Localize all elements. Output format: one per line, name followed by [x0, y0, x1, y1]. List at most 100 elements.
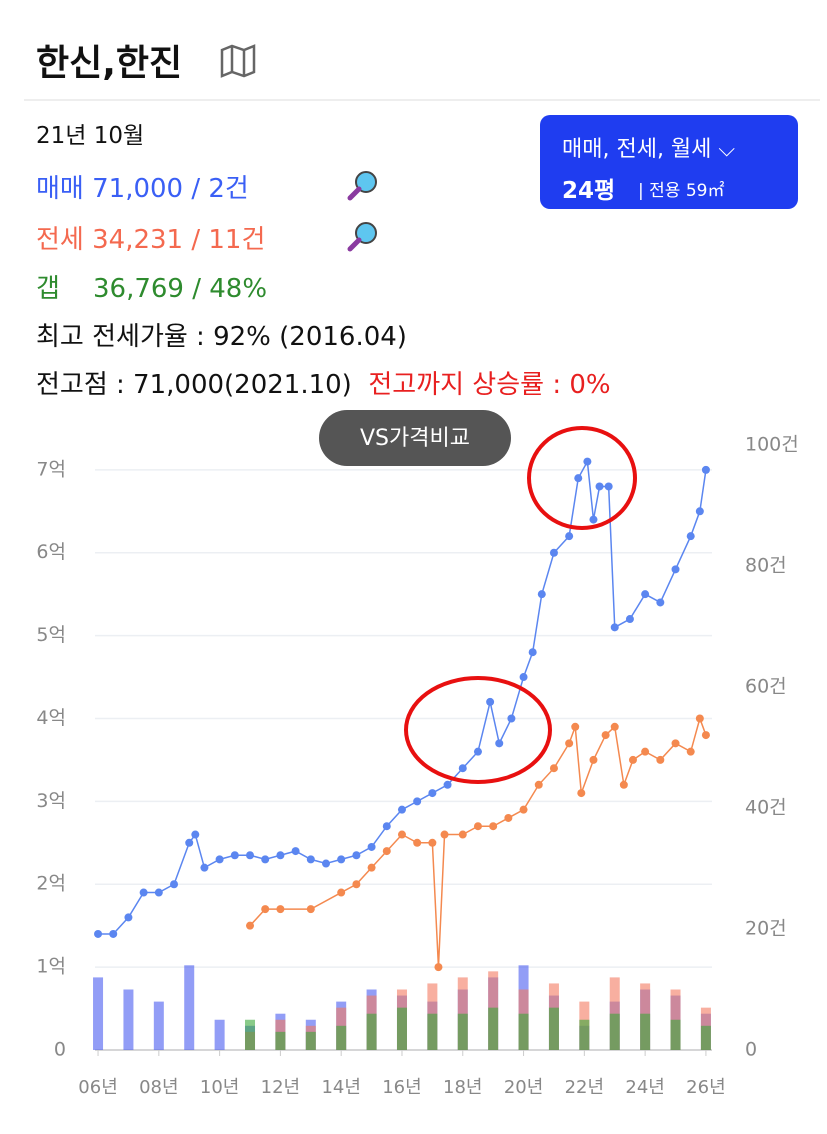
- price-point: [625, 615, 634, 624]
- price-point: [495, 739, 504, 748]
- search-icon[interactable]: [345, 219, 381, 255]
- price-point: [571, 722, 580, 731]
- period: 21년 10월: [36, 123, 145, 149]
- price-point: [695, 714, 704, 723]
- compare-label[interactable]: VS가격비교: [360, 426, 470, 451]
- sale-row: 매매 71,000 / 2건: [36, 168, 249, 205]
- sale-value: 71,000 / 2건: [92, 174, 249, 204]
- price-point: [641, 747, 650, 756]
- price-point: [473, 747, 482, 756]
- search-icon[interactable]: [345, 168, 381, 204]
- volume-bar: [518, 1013, 529, 1050]
- price-point: [428, 789, 437, 798]
- sale-label: 매매: [36, 174, 84, 204]
- y-tick-label: 2억: [36, 873, 66, 895]
- divider: [24, 99, 820, 101]
- volume-bar: [123, 989, 134, 1050]
- price-point: [185, 838, 194, 847]
- price-point: [549, 548, 558, 557]
- price-point: [367, 842, 376, 851]
- price-point: [428, 838, 437, 847]
- price-point: [695, 507, 704, 516]
- price-point: [610, 722, 619, 731]
- volume-bar: [245, 1019, 256, 1050]
- price-point: [139, 888, 148, 897]
- price-point: [504, 813, 513, 822]
- price-point: [619, 780, 628, 789]
- gap-row: 갭 36,769 / 48%: [36, 268, 267, 305]
- highlight-circle: [404, 676, 552, 784]
- price-point: [671, 565, 680, 574]
- x-tick-label: 20년: [504, 1077, 543, 1098]
- x-tick-label: 10년: [200, 1077, 239, 1098]
- price-point: [701, 731, 710, 740]
- y2-tick-label: 0: [745, 1039, 757, 1061]
- price-point: [246, 851, 255, 860]
- x-tick-label: 16년: [382, 1077, 421, 1098]
- price-point: [215, 855, 224, 864]
- price-point: [519, 805, 528, 814]
- price-point: [534, 780, 543, 789]
- lease-label: 전세: [36, 225, 84, 255]
- price-point: [124, 913, 133, 922]
- price-point: [154, 888, 163, 897]
- y-tick-label: 4억: [36, 707, 66, 729]
- price-point: [306, 855, 315, 864]
- volume-bar: [609, 1013, 620, 1050]
- volume-bar: [153, 1001, 164, 1050]
- deal-types-text: 매매, 전세, 월세: [562, 137, 712, 162]
- x-tick-label: 24년: [625, 1077, 664, 1098]
- compare-button[interactable]: [319, 410, 511, 466]
- price-point: [261, 855, 270, 864]
- price-point: [641, 590, 650, 599]
- gap-label: 갭: [36, 274, 60, 304]
- price-point: [321, 859, 330, 868]
- price-point: [94, 929, 103, 938]
- price-point: [528, 648, 537, 657]
- price-point: [367, 863, 376, 872]
- highlight-circle: [527, 426, 637, 530]
- price-point: [434, 963, 443, 972]
- y-tick-label: 7억: [36, 458, 66, 480]
- price-point: [458, 830, 467, 839]
- price-point: [656, 755, 665, 764]
- price-point: [413, 797, 422, 806]
- price-point: [246, 921, 255, 930]
- x-tick-label: 22년: [565, 1077, 604, 1098]
- price-point: [537, 590, 546, 599]
- price-line: [98, 459, 707, 935]
- price-point: [701, 465, 710, 474]
- x-tick-label: 12년: [261, 1077, 300, 1098]
- y2-tick-label: 100건: [745, 434, 799, 456]
- volume-bar: [488, 1007, 499, 1050]
- volume-bar: [427, 1013, 438, 1050]
- price-point: [577, 789, 586, 798]
- price-point: [397, 830, 406, 839]
- volume-bar: [457, 1013, 468, 1050]
- price-point: [276, 905, 285, 914]
- area-text: 전용 59㎡: [649, 181, 725, 201]
- price-point: [589, 515, 598, 524]
- y-tick-label: 3억: [36, 790, 66, 812]
- filter-button[interactable]: 매매, 전세, 월세 ⌵ 24평 | 전용 59㎡: [540, 115, 798, 209]
- size: 24평: [562, 178, 616, 204]
- volume-bar: [214, 1019, 225, 1050]
- price-point: [440, 830, 449, 839]
- x-tick-label: 26년: [686, 1077, 725, 1098]
- price-point: [291, 847, 300, 856]
- price-point: [604, 482, 613, 491]
- price-point: [397, 805, 406, 814]
- price-point: [352, 880, 361, 889]
- volume-bar: [336, 1025, 347, 1050]
- volume-bar: [548, 1007, 559, 1050]
- prev-high: 전고점 : 71,000(2021.10) 전고까지 상승률 : 0%: [36, 364, 611, 401]
- price-point: [337, 855, 346, 864]
- price-point: [565, 532, 574, 541]
- volume-bar: [670, 1019, 681, 1050]
- price-point: [489, 822, 498, 831]
- volume-bar: [184, 965, 195, 1050]
- map-icon[interactable]: [218, 42, 258, 78]
- price-point: [549, 764, 558, 773]
- y-tick-label: 0: [54, 1039, 66, 1061]
